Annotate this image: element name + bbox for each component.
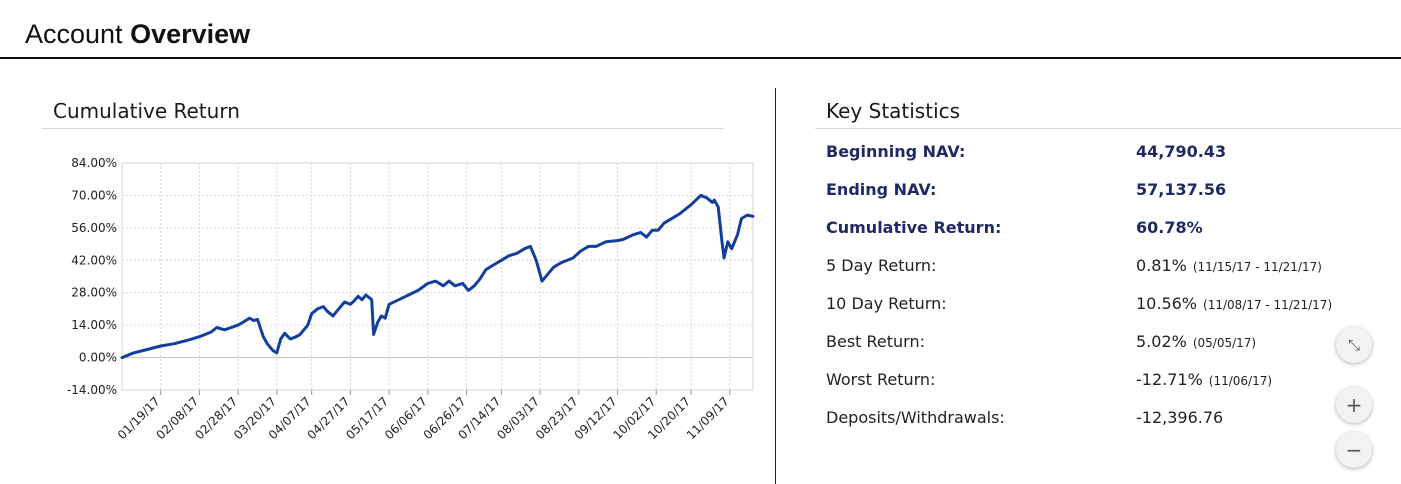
key-statistics-rule (815, 128, 1401, 129)
y-tick-label: 14.00% (71, 318, 117, 332)
cumulative-return-rule (42, 128, 724, 129)
y-tick-label: 42.00% (71, 253, 117, 267)
chart-grid (121, 162, 754, 395)
stat-value-text: 60.78% (1136, 218, 1203, 237)
plot-area-border (121, 162, 754, 391)
y-tick-label: 28.00% (71, 286, 117, 300)
key-statistics-title: Key Statistics (826, 99, 961, 123)
stat-value-text: 44,790.43 (1136, 142, 1227, 161)
y-tick-label: 56.00% (71, 221, 117, 235)
stat-label-deposits-withdrawals: Deposits/Withdrawals: (826, 408, 1005, 427)
collapse-button[interactable]: ⤡ (1336, 327, 1372, 363)
y-tick-label: -14.00% (67, 383, 117, 397)
stat-value-best-return: 5.02% (05/05/17) (1136, 331, 1256, 354)
stat-value-cumulative-return: 60.78% (1136, 217, 1209, 240)
zoom-out-button[interactable]: − (1336, 432, 1372, 468)
stat-value-text: -12.71% (1136, 370, 1203, 389)
panel-divider (775, 88, 776, 484)
x-tick-label: 11/09/17 (684, 394, 732, 442)
stat-label-worst-return: Worst Return: (826, 370, 936, 389)
stat-date: (11/15/17 - 11/21/17) (1192, 260, 1322, 274)
stat-date: (05/05/17) (1192, 336, 1257, 350)
stat-value-beginning-nav: 44,790.43 (1136, 141, 1232, 164)
zoom-in-button[interactable]: + (1336, 387, 1372, 423)
stat-value-worst-return: -12.71% (11/06/17) (1136, 369, 1272, 392)
chart-y-axis: -14.00% 0.00% 14.00% 28.00% 42.00% 56.00% 70.0… (67, 156, 117, 397)
y-tick-label: 0.00% (79, 351, 117, 365)
chart-x-axis: 01/19/1702/08/1702/28/1703/20/1704/07/17… (115, 394, 732, 442)
stat-value-10-day-return: 10.56% (11/08/17 - 11/21/17) (1136, 293, 1332, 316)
cumulative-return-chart[interactable]: -14.00% 0.00% 14.00% 28.00% 42.00% 56.00% 70.0… (40, 145, 765, 480)
zoom-in-icon: + (1345, 393, 1363, 417)
stat-label-ending-nav: Ending NAV: (826, 180, 937, 199)
stat-value-text: 57,137.56 (1136, 180, 1227, 199)
zoom-out-icon: − (1345, 438, 1363, 462)
collapse-icon: ⤡ (1347, 336, 1360, 354)
stat-date: (11/08/17 - 11/21/17) (1203, 298, 1333, 312)
stat-value-text: -12,396.76 (1136, 408, 1224, 427)
y-tick-label: 70.00% (71, 188, 117, 202)
page-header: Account Overview (0, 0, 1401, 59)
stat-label-cumulative-return: Cumulative Return: (826, 218, 1002, 237)
stat-label-best-return: Best Return: (826, 332, 925, 351)
stat-label-5-day-return: 5 Day Return: (826, 256, 937, 275)
stat-value-text: 0.81% (1136, 256, 1187, 275)
stat-value-deposits-withdrawals: -12,396.76 (1136, 407, 1229, 430)
page-title-bold: Overview (130, 19, 251, 49)
chart-series[interactable] (120, 193, 755, 360)
page-title: Account Overview (25, 16, 250, 52)
stat-date: (11/06/17) (1208, 374, 1273, 388)
stat-label-beginning-nav: Beginning NAV: (826, 142, 966, 161)
series-line[interactable] (120, 193, 755, 360)
stat-value-5-day-return: 0.81% (11/15/17 - 11/21/17) (1136, 255, 1322, 278)
page-title-regular: Account (25, 19, 123, 49)
y-tick-label: 84.00% (71, 156, 117, 170)
stat-value-ending-nav: 57,137.56 (1136, 179, 1232, 202)
stat-label-10-day-return: 10 Day Return: (826, 294, 947, 313)
stat-value-text: 5.02% (1136, 332, 1187, 351)
stat-value-text: 10.56% (1136, 294, 1198, 313)
cumulative-return-title: Cumulative Return (53, 99, 240, 123)
